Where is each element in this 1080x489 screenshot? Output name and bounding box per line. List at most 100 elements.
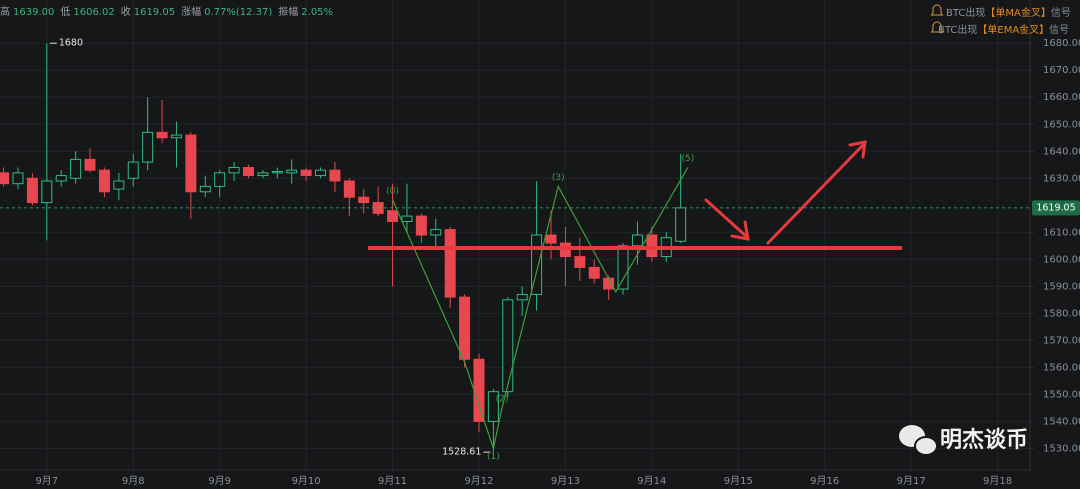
arrow — [766, 143, 865, 245]
candle-body — [98, 169, 110, 193]
candle-body — [156, 131, 168, 139]
x-tick-label: 9月12 — [464, 475, 493, 487]
arrow-head — [730, 220, 750, 241]
candle-body — [415, 215, 427, 236]
candle-body — [242, 166, 254, 177]
header-value: 1639.00 — [13, 7, 54, 18]
header-value: 2.05% — [301, 7, 333, 18]
candle-body — [199, 185, 211, 193]
candle-body — [70, 158, 82, 179]
x-tick-label: 9月14 — [637, 475, 666, 487]
candle-body — [387, 210, 399, 222]
x-tick-label: 9月17 — [897, 475, 926, 487]
x-tick-label: 9月10 — [292, 475, 321, 487]
header-label: 振幅 — [278, 5, 298, 18]
candle-body — [487, 391, 499, 422]
wave-label: (5) — [681, 154, 694, 164]
candle-body — [228, 166, 240, 174]
candle-body — [516, 293, 528, 301]
x-tick-label: 9月15 — [724, 475, 753, 487]
x-tick-label: 9月13 — [551, 475, 580, 487]
arrows — [704, 140, 867, 245]
candle-body — [502, 299, 514, 393]
candle-body — [286, 169, 298, 174]
candle-body — [55, 175, 67, 182]
high-label: 1680 — [59, 38, 83, 49]
candle-body — [430, 229, 442, 236]
signal: BTC出现【单MA金叉】信号 — [946, 6, 1071, 19]
candle-body — [271, 171, 283, 174]
y-tick-label: 1650.00 — [1043, 119, 1080, 130]
candle-body — [401, 215, 413, 222]
header-value: 1619.05 — [134, 7, 175, 18]
candle-body — [26, 177, 38, 204]
candle-body — [257, 172, 269, 177]
header-label: 涨幅 — [181, 5, 201, 18]
candle-body — [113, 180, 125, 190]
candle-body — [185, 134, 197, 193]
low-label: 1528.61 — [442, 447, 481, 458]
y-tick-label: 1590.00 — [1043, 281, 1080, 292]
candle-body — [41, 180, 53, 204]
candle-body — [631, 234, 643, 247]
candle-body — [444, 229, 456, 298]
y-tick-label: 1570.00 — [1043, 335, 1080, 346]
x-tick-label: 9月9 — [208, 475, 231, 487]
candle-body — [459, 296, 471, 360]
y-tick-label: 1640.00 — [1043, 146, 1080, 157]
candle-body — [531, 234, 543, 295]
candle-body — [646, 234, 658, 258]
signal: BTC出现【单EMA金叉】信号 — [938, 23, 1069, 36]
arrow — [704, 198, 749, 239]
x-tick-label: 9月16 — [810, 475, 839, 487]
candle-body — [315, 169, 327, 177]
header-value: 1606.02 — [73, 7, 114, 18]
header: 高 1639.00 低 1606.02 收 1619.05 涨幅 0.77%(12.37) 振幅… — [0, 5, 333, 18]
candle-body — [473, 358, 485, 422]
wave-line — [392, 167, 689, 451]
watermark-group: 明杰谈币 — [899, 425, 1028, 456]
candle-body — [545, 234, 557, 244]
candle-body — [12, 172, 24, 185]
candle-body — [617, 245, 629, 290]
candle-body — [142, 131, 154, 163]
wave-label: (2) — [496, 394, 509, 404]
overlay: 1680 1528.61 1619.05 (0) (1) (2) (3) (5) — [0, 38, 1080, 462]
y-tick-label: 1630.00 — [1043, 173, 1080, 184]
candle-body — [675, 207, 687, 242]
candle-body — [329, 169, 341, 182]
y-tick-label: 1660.00 — [1043, 92, 1080, 103]
header-text: 高 1639.00 低 1606.02 收 1619.05 涨幅 0.77%(12.37) 振幅… — [0, 5, 333, 18]
candle-body — [358, 196, 370, 204]
candle-body — [84, 158, 96, 171]
candle-body — [127, 161, 139, 179]
candle-body — [588, 266, 600, 279]
x-tick-label: 9月11 — [378, 475, 407, 487]
header-value: 0.77%(12.37) — [204, 7, 272, 18]
y-tick-label: 1560.00 — [1043, 362, 1080, 373]
y-tick-label: 1580.00 — [1043, 308, 1080, 319]
arrow-head — [848, 140, 867, 159]
candle-body — [300, 169, 312, 177]
y-tick-label: 1550.00 — [1043, 389, 1080, 400]
y-tick-label: 1610.00 — [1043, 227, 1080, 238]
candle-body — [603, 277, 615, 290]
watermark: 明杰谈币 — [940, 428, 1028, 453]
x-tick-label: 9月7 — [35, 475, 58, 487]
y-tick-label: 1680.00 — [1043, 38, 1080, 49]
y-tick-label: 1530.00 — [1043, 443, 1080, 454]
x-tick-label: 9月18 — [983, 475, 1012, 487]
candle-body — [343, 180, 355, 198]
header-label: 低 — [60, 5, 70, 18]
signals: BTC出现【单MA金叉】信号 BTC出现【单EMA金叉】信号 — [930, 4, 1071, 36]
candle-body — [574, 256, 586, 268]
header-label: 高 — [0, 5, 10, 18]
bell-icon — [930, 4, 944, 16]
last-price-label: 1619.05 — [1036, 202, 1075, 213]
candle-body — [0, 172, 10, 185]
wave-label: (0) — [386, 186, 399, 196]
wave-label: (1) — [487, 452, 500, 462]
y-tick-label: 1670.00 — [1043, 65, 1080, 76]
header-label: 收 — [121, 5, 131, 18]
